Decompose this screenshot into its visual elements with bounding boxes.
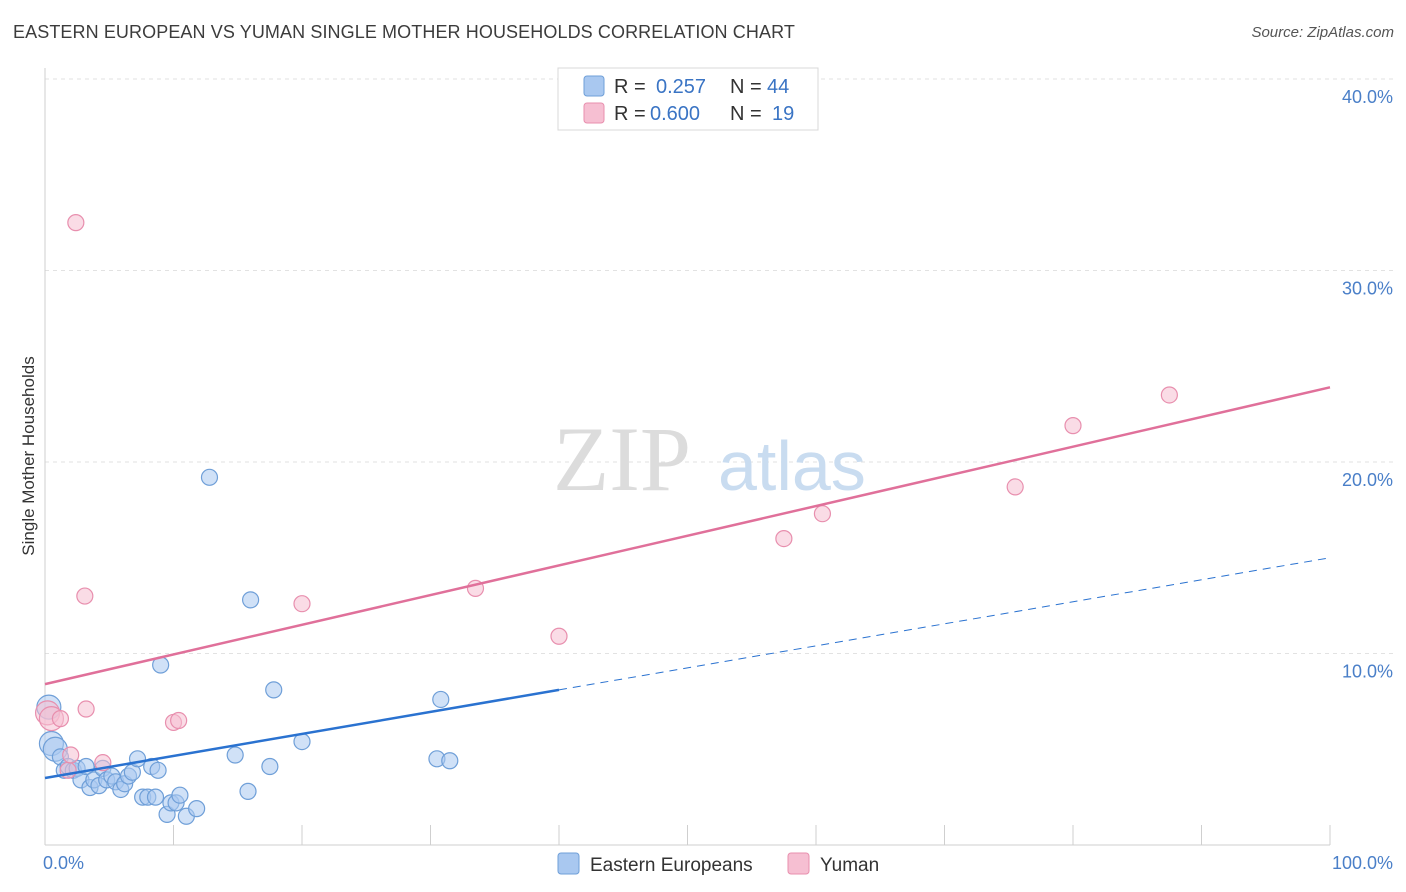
series-legend-label-eastern-europeans: Eastern Europeans	[590, 855, 753, 876]
stats-legend-r-value-1: 0.257	[656, 76, 706, 98]
x-tick-marks	[173, 825, 1331, 845]
source-credit: Source: ZipAtlas.com	[1251, 24, 1394, 41]
watermark-atlas: atlas	[718, 427, 866, 505]
watermark: ZIP atlas	[553, 408, 866, 510]
stats-legend-r-label-2: R =	[614, 103, 646, 125]
eastern-europeans-point-34	[200, 468, 219, 486]
stats-legend-r-value-2: 0.600	[650, 103, 700, 125]
stats-legend-n-value-2: 19	[772, 103, 794, 125]
series-legend-label-yuman: Yuman	[820, 855, 879, 876]
x-tick-label-min: 0.0%	[43, 853, 84, 873]
eastern-europeans-point-42	[432, 690, 450, 709]
eastern-europeans-point-36	[239, 782, 257, 800]
stats-legend-n-label-1: N =	[730, 76, 762, 98]
series-legend: Eastern Europeans Yuman	[557, 852, 879, 876]
eastern-europeans-point-33	[188, 800, 206, 818]
series-legend-swatch-eastern-europeans	[557, 852, 580, 875]
stats-legend-n-value-1: 44	[767, 76, 789, 98]
eastern-europeans-point-31	[171, 786, 189, 804]
y-tick-label-3: 40.0%	[1342, 87, 1393, 107]
yuman-point-16	[1006, 478, 1024, 496]
trend-line-eastern-europeans-extension	[558, 557, 1331, 691]
trend-line-eastern-europeans	[44, 688, 560, 780]
yuman-point-4	[62, 746, 80, 764]
eastern-europeans-point-35	[226, 746, 244, 764]
y-tick-label-2: 30.0%	[1342, 279, 1393, 299]
stats-legend-swatch-blue	[583, 75, 605, 97]
trend-line-yuman	[44, 386, 1331, 686]
yuman-point-7	[77, 700, 95, 718]
yuman-point-2	[51, 710, 70, 728]
series-eastern-europeans	[36, 468, 459, 825]
page-title: EASTERN EUROPEAN VS YUMAN SINGLE MOTHER …	[13, 22, 795, 42]
yuman-point-13	[550, 627, 568, 645]
x-tick-label-max: 100.0%	[1332, 853, 1393, 873]
yuman-point-5	[67, 214, 85, 232]
y-tick-label-1: 20.0%	[1342, 470, 1393, 490]
eastern-europeans-point-25	[146, 788, 165, 806]
yuman-point-10	[170, 711, 188, 730]
yuman-point-18	[1160, 386, 1178, 404]
y-axis-label: Single Mother Households	[19, 356, 38, 555]
eastern-europeans-point-43	[441, 752, 459, 770]
series-legend-swatch-yuman	[787, 852, 810, 875]
grid-lines	[45, 78, 1393, 654]
yuman-point-6	[76, 587, 94, 605]
yuman-point-14	[775, 529, 793, 548]
eastern-europeans-point-38	[261, 757, 279, 776]
yuman-point-17	[1064, 417, 1082, 435]
y-tick-labels: 10.0% 20.0% 30.0% 40.0%	[1342, 87, 1393, 682]
eastern-europeans-point-39	[265, 681, 283, 699]
stats-legend-r-label-1: R =	[614, 76, 646, 98]
stats-legend-n-label-2: N =	[730, 103, 762, 125]
eastern-europeans-point-21	[128, 750, 147, 768]
eastern-europeans-point-37	[242, 591, 260, 609]
eastern-europeans-point-26	[149, 761, 167, 779]
stats-legend-swatch-pink	[583, 102, 605, 124]
trend-lines	[44, 386, 1331, 780]
yuman-point-15	[813, 505, 832, 523]
yuman-point-11	[293, 595, 311, 613]
stats-legend: R = 0.257 N = 44 R = 0.600 N = 19	[557, 67, 819, 131]
y-tick-label-0: 10.0%	[1342, 662, 1393, 682]
watermark-zip: ZIP	[553, 408, 691, 510]
